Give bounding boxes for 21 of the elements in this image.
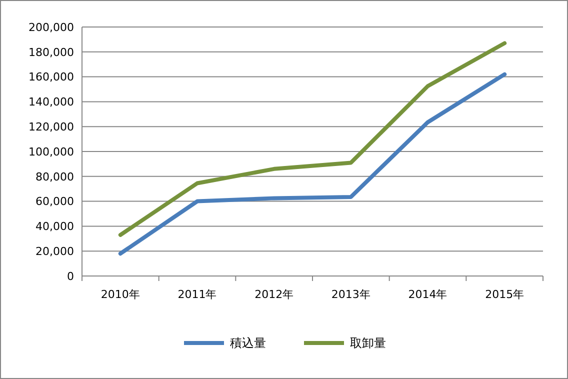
line-series <box>118 41 507 237</box>
y-tick-label: 0 <box>67 270 74 283</box>
y-tick-label: 180,000 <box>28 46 74 59</box>
y-tick-label: 140,000 <box>28 96 74 109</box>
y-tick-label: 60,000 <box>36 195 74 208</box>
y-tick-label: 120,000 <box>28 120 74 134</box>
x-tick-label: 2014年 <box>408 288 448 301</box>
x-tick-label: 2015年 <box>485 288 524 301</box>
x-tick-label: 2013年 <box>331 288 370 301</box>
y-tick-label: 160,000 <box>28 70 74 84</box>
y-tick-label: 20,000 <box>36 244 74 258</box>
x-tick-label: 2012年 <box>254 288 294 301</box>
y-tick-label: 80,000 <box>36 170 74 184</box>
y-tick-label: 40,000 <box>36 220 74 234</box>
x-tick-label: 2011年 <box>178 288 217 301</box>
legend-label: 積込量 <box>230 336 266 350</box>
line-series <box>118 72 507 256</box>
y-tick-label: 100,000 <box>28 145 74 158</box>
x-tick-label: 2010年 <box>100 288 140 301</box>
y-tick-label: 200,000 <box>28 20 74 34</box>
legend-label: 取卸量 <box>350 336 386 350</box>
